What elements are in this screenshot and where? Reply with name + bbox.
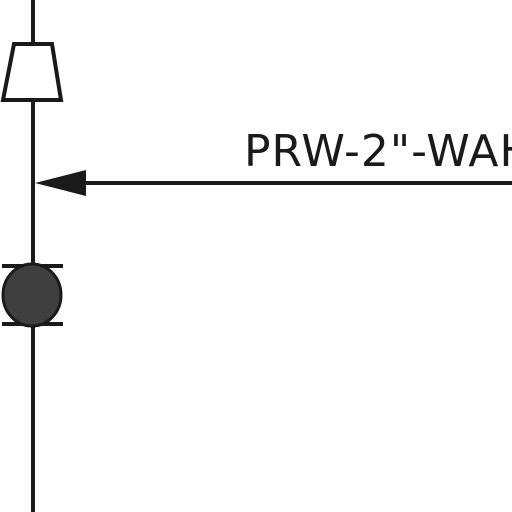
ball-valve-icon [1,262,63,328]
line-label: PRW-2"-WAH [244,126,512,177]
ball-valve-ball [1,262,63,328]
flow-arrow-icon [35,170,86,196]
reducer-icon [0,42,64,102]
